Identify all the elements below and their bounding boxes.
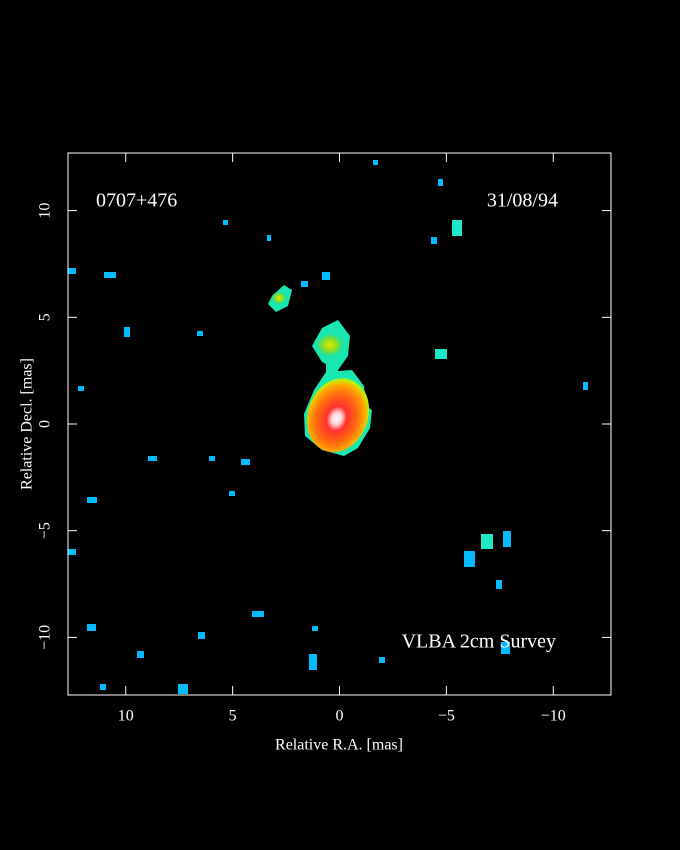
noise-speck: [267, 235, 271, 241]
noise-speck: [229, 491, 235, 496]
knot: [317, 334, 343, 356]
x-tick-label: −5: [438, 708, 455, 725]
noise-speck: [309, 654, 317, 670]
y-tick-label: 0: [37, 420, 54, 428]
noise-speck: [373, 160, 378, 165]
noise-speck: [496, 580, 502, 589]
noise-speck: [301, 281, 308, 287]
noise-speck: [124, 327, 130, 337]
source-name: 0707+476: [96, 190, 177, 212]
noise-speck: [104, 272, 116, 278]
y-tick-label: −10: [37, 625, 54, 650]
noise-speck: [501, 642, 510, 654]
noise-speck: [137, 651, 144, 658]
noise-speck: [241, 459, 250, 465]
x-axis-label: Relative R.A. [mas]: [275, 737, 403, 754]
noise-speck: [198, 632, 205, 639]
noise-speck: [431, 237, 437, 244]
core: [306, 377, 370, 453]
noise-speck: [87, 497, 97, 503]
x-tick-label: 0: [336, 708, 344, 725]
noise-speck: [148, 456, 157, 461]
noise-speck: [100, 684, 106, 690]
noise-speck: [435, 349, 447, 359]
noise: [68, 160, 588, 694]
noise-speck: [503, 531, 511, 547]
noise-speck: [452, 220, 462, 236]
noise-speck: [68, 268, 76, 274]
emission: [68, 160, 588, 694]
noise-speck: [481, 534, 493, 549]
noise-speck: [68, 549, 76, 555]
x-tick-label: 10: [118, 708, 134, 725]
x-tick-label: −10: [541, 708, 566, 725]
noise-speck: [223, 220, 228, 225]
noise-speck: [78, 386, 84, 391]
noise-speck: [438, 179, 443, 186]
epoch: 31/08/94: [487, 190, 558, 212]
noise-speck: [87, 624, 96, 631]
knot-bridge: [326, 360, 338, 374]
noise-speck: [312, 626, 318, 631]
noise-speck: [178, 684, 188, 694]
noise-speck: [464, 551, 475, 567]
noise-speck: [252, 611, 264, 617]
noise-speck: [322, 272, 330, 280]
y-tick-label: −5: [37, 522, 54, 539]
y-tick-label: 5: [37, 313, 54, 321]
knot: [272, 292, 286, 304]
noise-speck: [583, 382, 588, 390]
y-tick-label: 10: [37, 203, 54, 219]
survey-label: VLBA 2cm Survey: [402, 631, 556, 653]
noise-speck: [379, 657, 385, 663]
noise-speck: [197, 331, 203, 336]
y-axis-label: Relative Decl. [mas]: [19, 358, 36, 490]
noise-speck: [209, 456, 215, 461]
x-tick-label: 5: [229, 708, 237, 725]
